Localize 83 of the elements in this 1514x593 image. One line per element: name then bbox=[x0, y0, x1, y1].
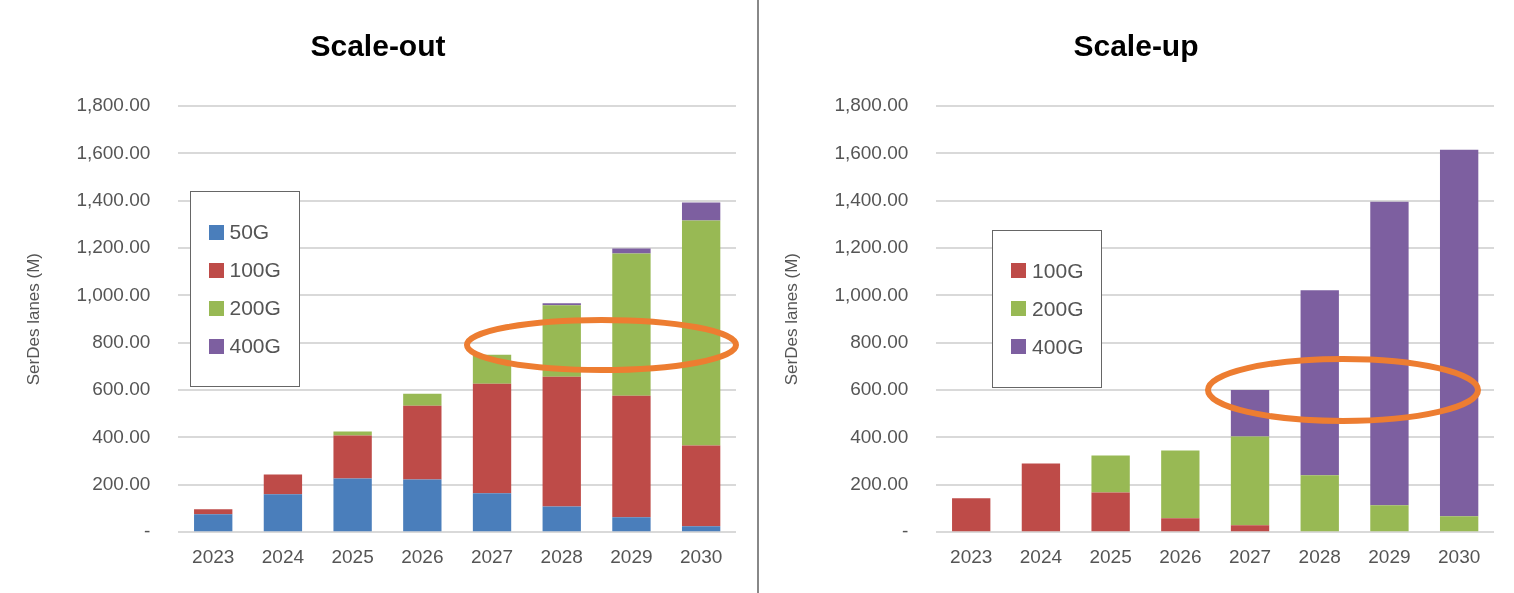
bar bbox=[1230, 436, 1270, 526]
y-tick-label: 200.00 bbox=[850, 473, 909, 495]
bar bbox=[403, 405, 442, 480]
bar bbox=[542, 506, 581, 532]
y-tick-label: 1,600.00 bbox=[834, 141, 909, 163]
y-tick-label: 200.00 bbox=[92, 473, 151, 495]
x-tick-label: 2024 bbox=[1019, 545, 1063, 567]
bar bbox=[1091, 455, 1130, 493]
bar bbox=[194, 514, 233, 532]
y-tick-label: 1,400.00 bbox=[834, 188, 909, 210]
bar bbox=[1300, 475, 1339, 532]
legend-label: 400G bbox=[229, 334, 281, 359]
bar bbox=[1091, 492, 1130, 532]
y-tick-label: 1,000.00 bbox=[76, 283, 151, 305]
bar bbox=[403, 393, 442, 406]
y-tick-label: 1,200.00 bbox=[834, 236, 909, 258]
bar bbox=[681, 526, 721, 532]
bar bbox=[1300, 290, 1339, 476]
bar bbox=[472, 383, 512, 494]
y-tick-label: 600.00 bbox=[850, 378, 909, 400]
legend-label: 100G bbox=[229, 258, 281, 283]
y-tick-label: 1,000.00 bbox=[834, 283, 909, 305]
y-tick-label: - bbox=[144, 520, 151, 542]
y-axis-title: SerDes lanes (M) bbox=[23, 252, 43, 386]
bar bbox=[1439, 516, 1479, 532]
legend-label: 50G bbox=[229, 220, 270, 245]
bar bbox=[1021, 463, 1061, 532]
y-tick-label: 800.00 bbox=[92, 331, 151, 353]
x-tick-label: 2028 bbox=[540, 545, 583, 567]
bar bbox=[542, 376, 581, 507]
x-tick-label: 2027 bbox=[1228, 545, 1272, 567]
x-tick-label: 2023 bbox=[192, 545, 235, 567]
bar bbox=[1439, 149, 1479, 517]
y-axis-title: SerDes lanes (M) bbox=[781, 252, 801, 386]
chart-title: Scale-out bbox=[310, 29, 446, 63]
bar bbox=[612, 248, 651, 254]
bar bbox=[194, 509, 233, 515]
x-tick-label: 2025 bbox=[331, 545, 374, 567]
y-tick-label: - bbox=[902, 520, 909, 542]
x-tick-label: 2029 bbox=[1368, 545, 1411, 567]
x-tick-label: 2028 bbox=[1298, 545, 1341, 567]
y-tick-label: 400.00 bbox=[850, 425, 909, 447]
y-tick-label: 1,800.00 bbox=[76, 94, 151, 116]
x-tick-label: 2030 bbox=[680, 545, 723, 567]
bar bbox=[612, 253, 651, 396]
x-tick-label: 2026 bbox=[401, 545, 444, 567]
bar bbox=[1161, 518, 1200, 532]
y-tick-label: 600.00 bbox=[92, 378, 151, 400]
bar bbox=[681, 445, 721, 527]
x-tick-label: 2026 bbox=[1159, 545, 1202, 567]
bar bbox=[1230, 525, 1270, 532]
x-tick-label: 2030 bbox=[1438, 545, 1481, 567]
x-tick-label: 2024 bbox=[261, 545, 305, 567]
bar bbox=[472, 493, 512, 532]
chart-title: Scale-up bbox=[1073, 29, 1199, 63]
bar bbox=[681, 220, 721, 446]
y-tick-label: 800.00 bbox=[850, 331, 909, 353]
bar bbox=[612, 395, 651, 518]
bar bbox=[333, 478, 372, 532]
legend-label: 400G bbox=[1032, 334, 1084, 359]
x-tick-label: 2029 bbox=[610, 545, 653, 567]
y-tick-label: 1,800.00 bbox=[834, 94, 909, 116]
x-tick-label: 2027 bbox=[470, 545, 514, 567]
bar bbox=[333, 431, 372, 436]
legend-label: 200G bbox=[1032, 296, 1084, 321]
x-tick-label: 2023 bbox=[950, 545, 993, 567]
y-tick-label: 400.00 bbox=[92, 425, 151, 447]
y-tick-label: 1,600.00 bbox=[76, 141, 151, 163]
bar bbox=[263, 494, 303, 532]
x-tick-label: 2025 bbox=[1089, 545, 1132, 567]
y-tick-label: 1,200.00 bbox=[76, 236, 151, 258]
bar bbox=[681, 202, 721, 221]
legend-label: 100G bbox=[1032, 258, 1084, 283]
bar bbox=[403, 479, 442, 532]
bar bbox=[1161, 450, 1200, 519]
bar bbox=[1370, 201, 1409, 506]
bar bbox=[263, 474, 303, 495]
bar bbox=[1370, 505, 1409, 532]
bar bbox=[333, 435, 372, 479]
bar bbox=[952, 498, 991, 532]
y-tick-label: 1,400.00 bbox=[76, 188, 151, 210]
bar bbox=[612, 517, 651, 532]
legend-label: 200G bbox=[229, 296, 281, 321]
